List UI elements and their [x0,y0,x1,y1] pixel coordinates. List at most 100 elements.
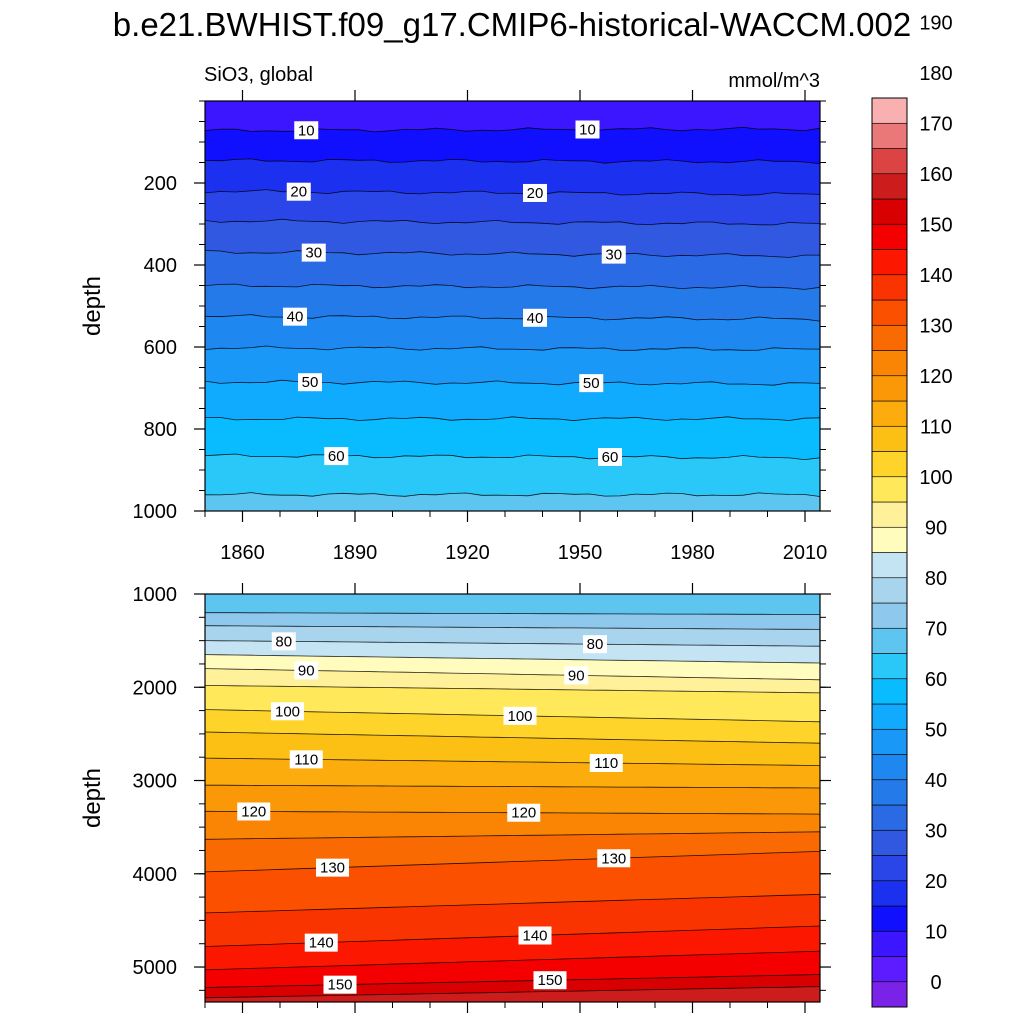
contour-label-text: 80 [587,636,604,653]
contour-label-box [503,706,537,725]
colorbar-swatch [871,703,908,730]
x-tick-label: 1920 [445,542,490,564]
y-tick-label: 400 [144,255,177,277]
contour-label: 120 [237,802,271,821]
contour-label: 100 [503,706,537,725]
plot-frame [204,593,821,1003]
contour-label-box [583,635,607,654]
contour-label-text: 50 [302,374,319,391]
y-tick-label: 1000 [133,584,178,606]
contour-label-box [523,308,547,327]
contour-line [205,345,820,351]
x-tick-label: 1890 [333,542,378,564]
contour-label-text: 150 [327,977,352,994]
contour-label-box [324,447,349,466]
colorbar-tick-label: 130 [919,315,952,337]
contour-label-box [304,933,338,952]
y-axis: 1000 2000 3000 4000 5000 [133,584,831,991]
colorbar-tick-label: 180 [919,63,952,85]
contour-line [205,685,820,694]
y-tick-label: 200 [144,173,177,195]
contour-label: 80 [271,632,296,651]
colorbar-swatch [871,552,908,579]
colorbar-swatch [871,249,908,276]
contour-line [205,218,820,226]
upper-depth-panel: 10 10 20 20 30 30 40 40 50 50 60 60 200 400 600 800 1000… [79,100,831,523]
colorbar-tick-label: 40 [925,770,947,792]
colorbar-swatch [871,880,908,907]
colorbar-swatch [871,97,908,124]
colorbar-swatch [871,905,908,932]
colorbar-swatch [871,956,908,983]
contour-label-text: 100 [507,708,532,725]
contour-line [205,851,820,873]
contour-label-text: 90 [568,667,585,684]
colorbar-swatch [871,173,908,200]
contour-line [205,416,820,422]
y-axis-label: depth [79,276,106,336]
contour-label-text: 10 [579,122,596,139]
contour-label-text: 20 [290,184,307,201]
contour-line [205,986,820,999]
colorbar-tick-label: 150 [919,214,952,236]
contour-label-text: 120 [511,805,536,822]
colorbar-swatch [871,653,908,680]
contour-label: 90 [294,661,319,680]
contour-label-box [294,121,319,140]
contour-label: 140 [304,933,338,952]
contour-label: 60 [324,447,349,466]
contour-line [205,314,820,322]
contour-label-text: 140 [309,935,334,952]
contour-label-box [579,374,604,393]
colorbar-tick-label: 0 [930,972,941,994]
contour-label-text: 20 [527,185,544,202]
contour-label: 50 [298,373,322,392]
colorbar-swatch [871,299,908,326]
contour-label-text: 40 [287,309,304,326]
contour-lines [205,612,820,999]
contour-label-text: 50 [583,375,600,392]
colorbar-swatch [871,198,908,225]
contour-label-text: 100 [275,703,300,720]
y-tick-label: 1000 [133,501,178,523]
contour-line [205,492,820,497]
contour-label: 120 [507,803,541,822]
colorbar-tick-label: 80 [925,568,947,590]
colorbar-swatch [871,526,908,553]
colorbar-swatch [871,981,908,1008]
contour-label-box [575,120,600,139]
variable-label: SiO3, global [204,64,313,86]
contour-label: 110 [589,754,623,773]
contour-label-text: 60 [602,449,619,466]
contour-label: 150 [533,971,567,990]
y-tick-label: 5000 [133,957,178,979]
contour-label-box [601,245,626,264]
contour-label-text: 80 [275,633,292,650]
contour-line [205,625,820,630]
y-tick-label: 800 [144,419,177,441]
contour-line [205,893,820,914]
colorbar-swatch [871,501,908,528]
contour-label-box [289,750,323,769]
contour-label: 140 [518,926,552,945]
contour-label-box [316,858,349,877]
x-tick-label: 1980 [670,542,715,564]
y-tick-label: 4000 [133,864,178,886]
contour-label-text: 130 [601,850,626,867]
colorbar: 0 10 20 30 40 50 60 70 80 90 100 110 120 130 140 150 160… [871,12,953,1008]
colorbar-swatch [871,476,908,503]
contour-label-text: 110 [594,755,618,772]
colorbar-swatch [871,804,908,831]
contour-label-box [283,307,307,326]
contour-label-box [301,243,326,262]
contour-label: 150 [323,975,357,994]
figure-title: b.e21.BWHIST.f09_g17.CMIP6-historical-WA… [113,6,911,43]
contour-label: 100 [271,702,304,721]
contour-label-box [518,926,552,945]
colorbar-swatch [871,930,908,957]
contour-line [205,158,820,165]
colorbar-tick-label: 100 [919,467,952,489]
contour-label-box [271,632,296,651]
contour-label: 10 [294,121,319,140]
contour-line [205,453,820,461]
